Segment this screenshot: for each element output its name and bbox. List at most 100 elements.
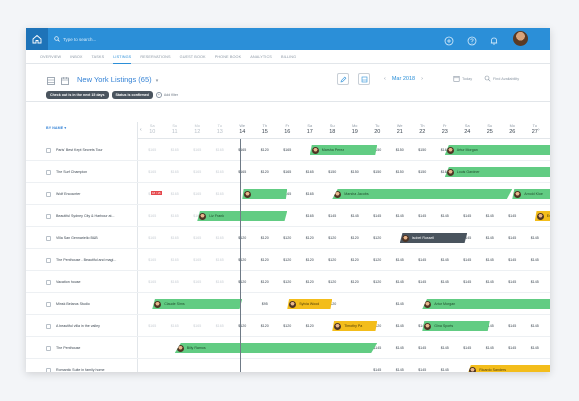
- price-cell[interactable]: $145: [508, 324, 517, 328]
- price-cell[interactable]: $150: [418, 148, 427, 152]
- price-cell[interactable]: $145: [418, 280, 427, 284]
- price-cell[interactable]: $165: [193, 214, 202, 218]
- price-cell[interactable]: $165: [305, 214, 314, 218]
- price-cell[interactable]: $145: [328, 214, 337, 218]
- next-month-icon[interactable]: ›: [421, 76, 423, 82]
- price-cell[interactable]: $120: [305, 280, 314, 284]
- listing-name[interactable]: Villa San Gennariello B&B: [56, 236, 98, 240]
- listing-name[interactable]: Wolf Encounter: [56, 192, 81, 196]
- listing-name[interactable]: A beautiful villa in the valley: [56, 324, 100, 328]
- price-cell[interactable]: $165: [215, 148, 224, 152]
- price-cell[interactable]: $145: [373, 368, 382, 372]
- price-cell[interactable]: $145: [530, 324, 539, 328]
- price-cell[interactable]: $120: [328, 280, 337, 284]
- listing-name[interactable]: Romantic Suite in family home: [56, 368, 105, 372]
- search-input[interactable]: [63, 36, 163, 42]
- listing-checkbox[interactable]: [46, 191, 51, 197]
- notes-button[interactable]: [358, 73, 370, 85]
- price-cell[interactable]: $165: [283, 192, 292, 196]
- price-cell[interactable]: $165: [193, 280, 202, 284]
- price-cell[interactable]: $120: [350, 280, 359, 284]
- price-cell[interactable]: $120: [238, 280, 247, 284]
- calendar-view-button[interactable]: [60, 73, 70, 85]
- reservation-bar[interactable]: Billy Ramos: [174, 343, 378, 353]
- price-cell[interactable]: $165: [170, 324, 179, 328]
- price-cell[interactable]: $165: [215, 258, 224, 262]
- price-cell[interactable]: $165: [170, 214, 179, 218]
- price-cell[interactable]: $120: [373, 280, 382, 284]
- nav-phone-book[interactable]: PHONE BOOK: [214, 54, 242, 59]
- price-cell[interactable]: $120: [328, 258, 337, 262]
- price-cell[interactable]: $165: [215, 280, 224, 284]
- price-cell[interactable]: $120: [238, 258, 247, 262]
- add-filter-button[interactable]: + Add filter: [155, 92, 178, 98]
- price-cell[interactable]: $120: [305, 236, 314, 240]
- help-button[interactable]: [467, 33, 477, 46]
- price-cell[interactable]: $120: [260, 280, 269, 284]
- price-cell[interactable]: $120: [260, 148, 269, 152]
- listing-name[interactable]: Vacation house: [56, 280, 81, 284]
- price-cell[interactable]: $145: [418, 258, 427, 262]
- price-cell[interactable]: $165: [193, 192, 202, 196]
- reservation-bar[interactable]: Artur Morgan: [422, 299, 550, 309]
- price-cell[interactable]: $165: [215, 192, 224, 196]
- edit-button[interactable]: [337, 73, 349, 85]
- listing-checkbox[interactable]: [46, 213, 51, 219]
- price-cell[interactable]: $120: [328, 236, 337, 240]
- reservation-bar[interactable]: Artur Morgan: [444, 145, 550, 155]
- price-cell[interactable]: $120: [283, 236, 292, 240]
- price-cell[interactable]: $145: [418, 346, 427, 350]
- price-cell[interactable]: $165: [193, 324, 202, 328]
- price-cell[interactable]: $165: [170, 170, 179, 174]
- price-cell[interactable]: $150: [395, 170, 404, 174]
- price-cell[interactable]: $165: [148, 148, 157, 152]
- listing-name[interactable]: Paris' Best Kept Secrets Tour: [56, 148, 103, 152]
- listings-dropdown[interactable]: New York Listings (65) ▾: [77, 75, 158, 84]
- price-cell[interactable]: $150: [328, 170, 337, 174]
- price-cell[interactable]: $145: [508, 214, 517, 218]
- price-cell[interactable]: $165: [148, 258, 157, 262]
- price-cell[interactable]: $165: [193, 170, 202, 174]
- price-cell[interactable]: $165: [193, 236, 202, 240]
- price-cell[interactable]: $145: [395, 324, 404, 328]
- find-availability-button[interactable]: Find Availability: [484, 75, 519, 82]
- reservation-bar[interactable]: Timothy Pa: [332, 321, 378, 331]
- add-button[interactable]: [444, 33, 454, 46]
- price-cell[interactable]: $150: [395, 148, 404, 152]
- reservation-bar[interactable]: Marsha Jacobs: [332, 189, 513, 199]
- price-cell[interactable]: $145: [530, 258, 539, 262]
- price-cell[interactable]: $120: [283, 324, 292, 328]
- price-cell[interactable]: $120: [260, 324, 269, 328]
- price-cell[interactable]: $145: [395, 368, 404, 372]
- nav-listings[interactable]: LISTINGS: [113, 50, 132, 64]
- price-cell[interactable]: $145: [508, 258, 517, 262]
- price-cell[interactable]: $165: [440, 148, 449, 152]
- price-cell[interactable]: $165: [215, 170, 224, 174]
- price-cell[interactable]: $120: [350, 236, 359, 240]
- filter-chip-checkout[interactable]: Check out is in the next 15 days: [46, 91, 109, 99]
- price-cell[interactable]: $145: [463, 214, 472, 218]
- price-cell[interactable]: $165: [305, 192, 314, 196]
- price-cell[interactable]: $120: [328, 302, 337, 306]
- listing-name[interactable]: The Penthouse: [56, 346, 81, 350]
- price-cell[interactable]: $165: [170, 280, 179, 284]
- price-cell[interactable]: $145: [440, 346, 449, 350]
- price-cell[interactable]: $120: [373, 236, 382, 240]
- price-cell[interactable]: $165: [148, 236, 157, 240]
- price-cell[interactable]: $145: [485, 324, 494, 328]
- price-cell[interactable]: $150: [418, 170, 427, 174]
- price-cell[interactable]: $145: [463, 236, 472, 240]
- scroll-left-icon[interactable]: ‹: [140, 127, 142, 133]
- price-cell[interactable]: $145: [485, 346, 494, 350]
- notifications-button[interactable]: [489, 33, 499, 45]
- sort-dropdown[interactable]: BY NAME ▾: [46, 126, 66, 130]
- listing-name[interactable]: The Surf Champion: [56, 170, 88, 174]
- price-cell[interactable]: $145: [530, 280, 539, 284]
- list-view-button[interactable]: [46, 73, 56, 85]
- listing-checkbox[interactable]: [46, 279, 51, 285]
- reservation-bar[interactable]: Claude Sims: [152, 299, 243, 309]
- price-cell[interactable]: $165: [305, 170, 314, 174]
- price-cell[interactable]: $145: [508, 280, 517, 284]
- price-cell[interactable]: $145: [530, 346, 539, 350]
- price-cell[interactable]: $165: [215, 324, 224, 328]
